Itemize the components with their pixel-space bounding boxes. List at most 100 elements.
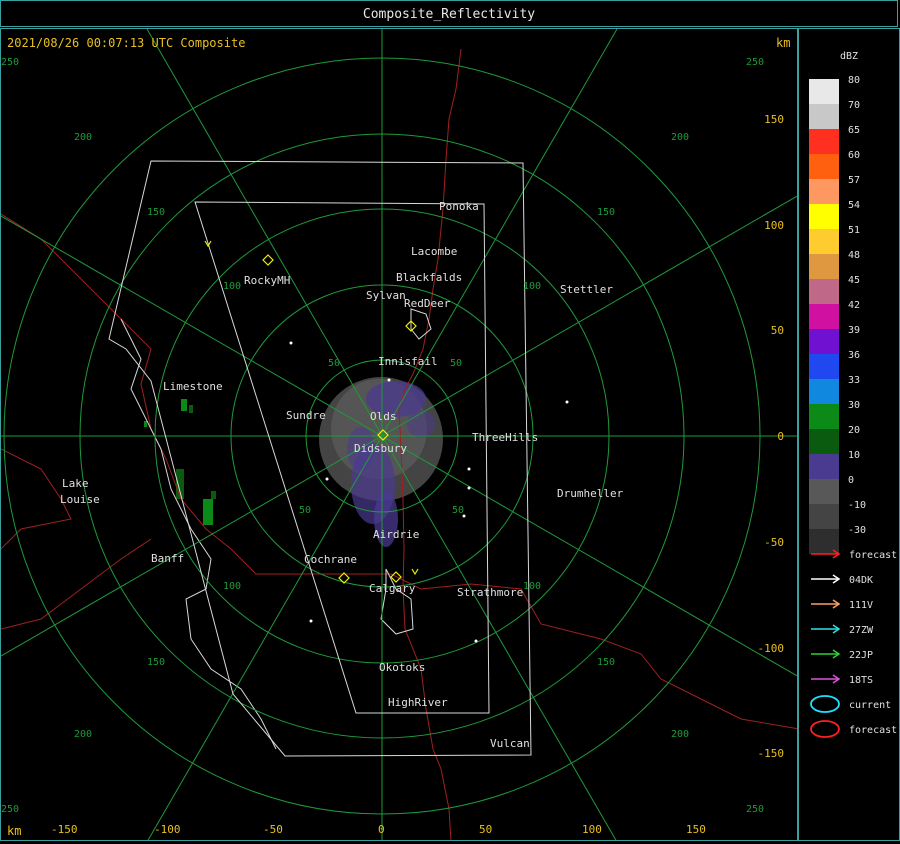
color-swatch (809, 254, 839, 279)
dbz-label: -30 (848, 525, 866, 536)
place-label: Louise (60, 493, 100, 506)
track-label: forecast (849, 725, 897, 736)
color-swatch (809, 104, 839, 129)
place-label: Innisfail (378, 355, 438, 368)
y-tick: -100 (758, 642, 785, 655)
ring-label: 250 (1, 804, 19, 815)
dbz-label: 20 (848, 425, 860, 436)
arrowhead-icon (832, 574, 841, 584)
dbz-label: 70 (848, 100, 860, 111)
place-label: Airdrie (373, 528, 419, 541)
dbz-label: 51 (848, 225, 860, 236)
ring-label: 150 (597, 207, 615, 218)
dbz-label: 80 (848, 75, 860, 86)
color-swatch (809, 229, 839, 254)
track-label: 04DK (849, 575, 873, 586)
ring-label: 50 (328, 358, 340, 369)
y-tick: 150 (764, 113, 784, 126)
arrowhead-icon (832, 649, 841, 659)
place-label: Drumheller (557, 487, 624, 500)
place-label: Ponoka (439, 200, 479, 213)
track-label: 27ZW (849, 625, 874, 636)
unit-label-bottom: km (7, 824, 21, 838)
place-label: Stettler (560, 283, 613, 296)
ring-label: 150 (147, 657, 165, 668)
place-label: Lacombe (411, 245, 457, 258)
track-label: current (849, 700, 891, 711)
ring-label: 50 (299, 505, 311, 516)
place-label: RockyMH (244, 274, 290, 287)
y-tick: -150 (758, 747, 785, 760)
dbz-label: 60 (848, 150, 860, 161)
color-swatch (809, 279, 839, 304)
radar-display[interactable]: Ponoka Lacombe Blackfalds Sylvan RedDeer… (0, 28, 798, 841)
dbz-label: 45 (848, 275, 860, 286)
y-axis-ticks: 150 100 50 0 -50 -100 -150 (758, 113, 785, 760)
ring-label: 200 (671, 132, 689, 143)
x-tick: -150 (51, 823, 78, 836)
place-label: Strathmore (457, 586, 523, 599)
x-tick: 50 (479, 823, 492, 836)
y-tick: 50 (771, 324, 784, 337)
cell-ellipse-icon (810, 720, 840, 738)
color-swatch (809, 304, 839, 329)
window-title: Composite_Reflectivity (362, 7, 536, 22)
track-legend: forecast 04DK 111V 27ZW 22JP 18TS current forec… (810, 549, 897, 738)
ring-label: 250 (1, 57, 19, 68)
legend-title: dBZ (840, 51, 858, 62)
color-swatch (809, 204, 839, 229)
dbz-label: -10 (848, 500, 866, 511)
dbz-label: 30 (848, 400, 860, 411)
place-label: Sundre (286, 409, 326, 422)
place-label: Calgary (369, 582, 416, 595)
place-label: HighRiver (388, 696, 448, 709)
window-title-bar: Composite_Reflectivity (0, 0, 898, 27)
place-label: Okotoks (379, 661, 425, 674)
arrowhead-icon (832, 624, 841, 634)
x-axis-ticks: -150 -100 -50 0 50 100 150 (51, 823, 706, 836)
color-swatch (809, 454, 839, 479)
place-label: Lake (62, 477, 89, 490)
track-label: 111V (849, 600, 873, 611)
place-label: Banff (151, 552, 184, 565)
place-label: Sylvan (366, 289, 406, 302)
dbz-color-scale: 80 70 65 60 57 54 51 48 45 42 39 36 33 30 20 10 0 -10 -30 (809, 75, 866, 554)
ring-label: 100 (223, 581, 241, 592)
analysis-boxes (108, 160, 532, 757)
reflectivity-echoes (144, 377, 443, 547)
arrowhead-icon (832, 599, 841, 609)
color-swatch (809, 154, 839, 179)
place-label: Vulcan (490, 737, 530, 750)
dbz-label: 39 (848, 325, 860, 336)
track-label: 18TS (849, 675, 873, 686)
ring-label: 100 (223, 281, 241, 292)
track-label: forecast (849, 550, 897, 561)
dbz-label: 33 (848, 375, 860, 386)
place-label: Limestone (163, 380, 223, 393)
place-label: ThreeHills (472, 431, 538, 444)
ring-label: 100 (523, 581, 541, 592)
place-label: Olds (370, 410, 397, 423)
x-tick: 150 (686, 823, 706, 836)
color-swatch (809, 354, 839, 379)
ring-label: 100 (523, 281, 541, 292)
ring-label: 200 (74, 132, 92, 143)
place-label: Cochrane (304, 553, 357, 566)
y-tick: 100 (764, 219, 784, 232)
ring-label: 250 (746, 57, 764, 68)
track-points (289, 341, 569, 643)
legend-panel: dBZ 80 70 65 60 57 54 51 48 45 42 39 36 33 30 20 10 0 -10… (798, 28, 900, 841)
ring-label: 250 (746, 804, 764, 815)
x-tick: -100 (154, 823, 181, 836)
timestamp-label: 2021/08/26 00:07:13 UTC Composite (7, 36, 245, 50)
ring-label: 50 (452, 505, 464, 516)
unit-label-top: km (776, 36, 790, 50)
ring-labels: 50 50 50 50 100 100 100 100 150 150 150 … (1, 57, 764, 815)
ring-label: 50 (450, 358, 462, 369)
place-label: Didsbury (354, 442, 407, 455)
dbz-label: 36 (848, 350, 860, 361)
x-tick: -50 (263, 823, 283, 836)
track-label: 22JP (849, 650, 873, 661)
x-tick: 0 (378, 823, 385, 836)
arrowhead-icon (832, 549, 841, 559)
